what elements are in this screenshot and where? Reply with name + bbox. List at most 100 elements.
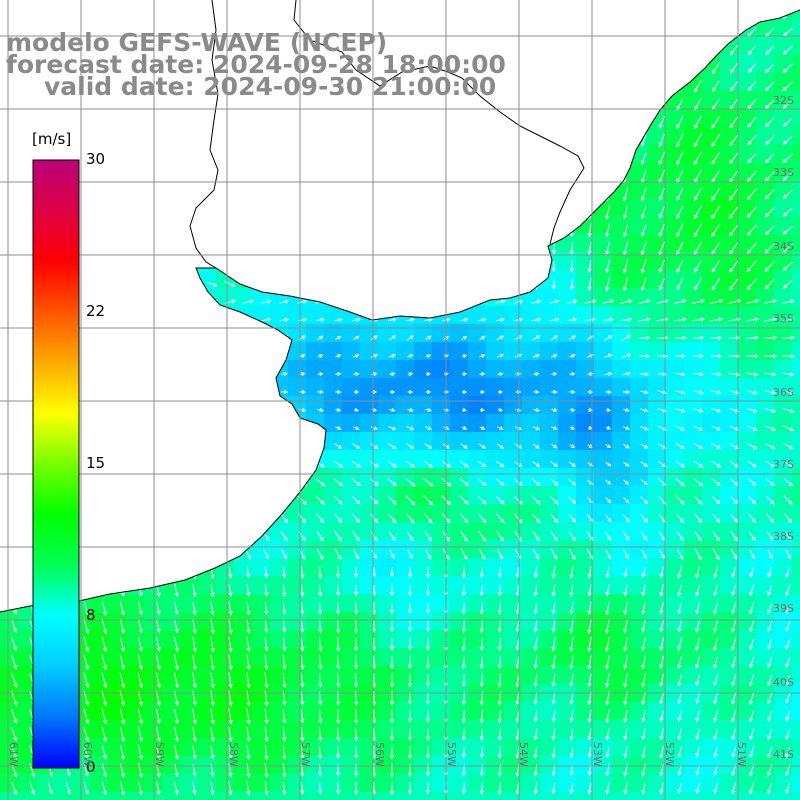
wind-arrow: [551, 389, 558, 395]
wind-arrow: [496, 353, 505, 358]
wind-arrow: [461, 709, 466, 724]
wind-speed-cell: [288, 612, 306, 630]
wind-arrow: [568, 513, 576, 523]
wind-arrow: [47, 782, 53, 795]
wind-arrow: [569, 619, 574, 634]
wind-speed-cell: [360, 720, 378, 738]
wind-speed-cell: [468, 396, 486, 414]
wind-speed-cell: [612, 234, 630, 252]
wind-speed-cell: [522, 540, 540, 558]
wind-speed-cell: [324, 612, 342, 630]
wind-arrow: [119, 654, 126, 671]
wind-arrow: [495, 299, 506, 304]
wind-speed-cell: [108, 594, 126, 612]
wind-speed-cell: [738, 540, 756, 558]
wind-speed-cell: [702, 252, 720, 270]
wind-speed-cell: [720, 648, 738, 666]
wind-arrow: [297, 317, 308, 322]
wind-speed-cell: [396, 342, 414, 360]
wind-arrow: [746, 425, 758, 431]
wind-speed-cell: [720, 288, 738, 306]
wind-speed-cell: [198, 594, 216, 612]
wind-speed-cell: [468, 756, 486, 774]
wind-arrow: [246, 763, 251, 778]
wind-arrow: [369, 478, 379, 487]
wind-arrow: [767, 567, 773, 578]
wind-speed-cell: [576, 666, 594, 684]
wind-arrow: [532, 353, 540, 358]
wind-speed-cell: [666, 612, 684, 630]
wind-arrow: [334, 531, 342, 542]
wind-speed-cell: [450, 720, 468, 738]
wind-arrow: [695, 566, 700, 579]
wind-arrow: [300, 655, 305, 670]
wind-arrow: [605, 566, 610, 579]
wind-speed-cell: [432, 648, 450, 666]
wind-arrow: [764, 260, 776, 272]
wind-arrow: [551, 764, 556, 777]
wind-speed-cell: [720, 198, 738, 216]
wind-arrow: [745, 353, 760, 359]
wind-arrow: [137, 708, 144, 725]
wind-arrow: [425, 727, 431, 742]
wind-speed-cell: [792, 198, 800, 216]
wind-arrow: [119, 744, 126, 760]
wind-speed-cell: [396, 738, 414, 756]
wind-arrow: [623, 241, 629, 256]
wind-speed-cell: [702, 792, 720, 800]
wind-arrow: [677, 637, 682, 652]
wind-arrow: [584, 299, 597, 304]
wind-arrow: [156, 781, 161, 796]
wind-speed-cell: [630, 198, 648, 216]
wind-speed-cell: [738, 378, 756, 396]
wind-speed-cell: [270, 720, 288, 738]
wind-arrow: [695, 728, 700, 741]
wind-arrow: [605, 746, 610, 759]
wind-arrow: [264, 584, 269, 597]
wind-arrow: [694, 80, 702, 93]
wind-speed-cell: [666, 702, 684, 720]
wind-arrow: [604, 371, 613, 376]
wind-arrow: [659, 620, 664, 633]
lon-label: 60W: [81, 742, 94, 767]
wind-speed-cell: [684, 702, 702, 720]
wind-speed-cell: [702, 396, 720, 414]
wind-speed-cell: [378, 774, 396, 792]
wind-arrow: [423, 513, 433, 524]
wind-arrow: [351, 460, 362, 468]
wind-arrow: [479, 782, 484, 795]
wind-arrow: [747, 224, 757, 236]
wind-speed-cell: [792, 666, 800, 684]
wind-arrow: [192, 654, 197, 671]
wind-arrow: [479, 584, 484, 597]
wind-arrow: [676, 548, 684, 560]
wind-speed-cell: [684, 126, 702, 144]
wind-arrow: [336, 655, 341, 670]
wind-arrow: [675, 425, 686, 431]
wind-speed-cell: [432, 612, 450, 630]
wind-arrow: [11, 637, 18, 652]
wind-arrow: [711, 478, 721, 487]
wind-arrow: [389, 782, 395, 796]
wind-speed-cell: [486, 756, 504, 774]
wind-speed-cell: [756, 216, 774, 234]
wind-arrow: [532, 335, 541, 341]
colorbar: [32, 159, 80, 769]
wind-speed-cell: [414, 648, 432, 666]
wind-arrow: [659, 638, 664, 651]
wind-speed-cell: [504, 648, 522, 666]
wind-arrow: [101, 618, 108, 635]
wind-arrow: [569, 782, 574, 795]
wind-arrow: [640, 479, 649, 486]
wind-arrow: [334, 443, 343, 449]
wind-arrow: [676, 278, 684, 291]
wind-speed-cell: [288, 648, 306, 666]
wind-arrow: [551, 584, 556, 597]
wind-speed-cell: [468, 774, 486, 792]
wind-speed-cell: [666, 414, 684, 432]
wind-arrow: [623, 673, 628, 688]
wind-arrow: [641, 549, 647, 559]
wind-arrow: [749, 567, 754, 578]
wind-speed-cell: [756, 90, 774, 108]
